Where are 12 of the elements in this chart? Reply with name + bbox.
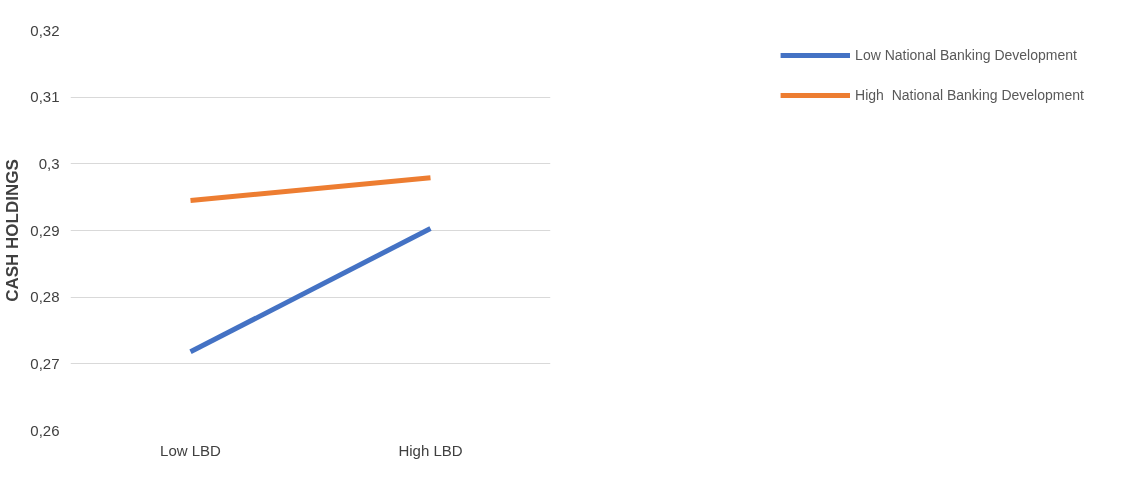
y-tick-label: 0,26	[30, 421, 60, 439]
legend-label: High National Banking Development	[855, 87, 1084, 103]
y-tick-label: 0,3	[38, 154, 60, 172]
y-tick-label: 0,28	[30, 288, 60, 306]
legend-label: Low National Banking Development	[855, 47, 1077, 63]
x-tick-label: High LBD	[398, 441, 463, 459]
y-tick-label: 0,27	[30, 354, 60, 372]
y-axis-title: CASH HOLDINGS	[3, 159, 23, 302]
y-tick-label: 0,29	[30, 221, 60, 239]
y-tick-label: 0,31	[30, 88, 60, 106]
x-tick-label: Low LBD	[160, 441, 222, 459]
y-tick-label: 0,32	[30, 21, 60, 39]
